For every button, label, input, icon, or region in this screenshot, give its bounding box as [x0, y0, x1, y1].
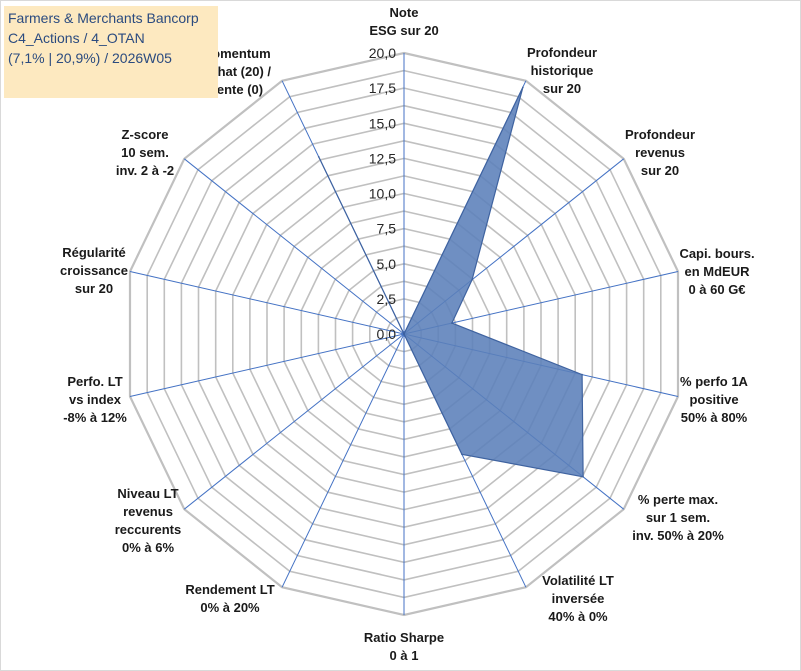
axis-label-10-line-1: Niveau LT — [117, 486, 178, 501]
data-point-4 — [451, 322, 453, 324]
axis-label-14-line-1: Momentum — [201, 46, 270, 61]
axis-label-10-line-3: reccurents — [115, 522, 181, 537]
axis-label-4: Capi. bours. en MdEUR 0 à 60 G€ — [679, 246, 754, 297]
axis-label-14-line-2: Achat (20) / — [201, 64, 271, 79]
axis-label-7-line-1: Volatilité LT — [542, 573, 614, 588]
data-point-6 — [582, 476, 584, 478]
axis-label-14-line-3: Vente (0) — [209, 82, 263, 97]
axis-label-12-line-1: Régularité — [62, 245, 126, 260]
axis-label-8-line-2: 0 à 1 — [390, 648, 419, 663]
axis-label-7-line-3: 40% à 0% — [548, 609, 608, 624]
axis-label-13-line-2: 10 sem. — [121, 145, 169, 160]
axis-label-8: Ratio Sharpe 0 à 1 — [364, 630, 444, 663]
spoke-13 — [183, 158, 405, 335]
axis-label-11-line-3: -8% à 12% — [63, 410, 127, 425]
axis-label-7-line-2: inversée — [552, 591, 605, 606]
axis-label-6-line-2: sur 1 sem. — [646, 510, 710, 525]
axis-label-3: Profondeur revenus sur 20 — [625, 127, 695, 178]
chart-title-stats: (7,1% | 20,9%) / 2026W05 — [8, 50, 172, 66]
spoke-9 — [281, 333, 405, 588]
tick-label-8: 20,0 — [369, 45, 396, 61]
axis-label-11-line-1: Perfo. LT — [67, 374, 122, 389]
axis-label-6: % perte max. sur 1 sem. inv. 50% à 20% — [632, 492, 724, 543]
chart-title-box: Farmers & Merchants Bancorp C4_Actions /… — [4, 6, 218, 98]
axis-label-9-line-2: 0% à 20% — [200, 600, 260, 615]
radar-series — [317, 86, 584, 478]
axis-label-2-line-1: Profondeur — [527, 45, 597, 60]
axis-label-3-line-1: Profondeur — [625, 127, 695, 142]
axis-label-13: Z-score 10 sem. inv. 2 à -2 — [116, 127, 174, 178]
tick-label-6: 15,0 — [369, 115, 396, 131]
radar-axis-labels: Note ESG sur 20 Profondeur historique sur 20… — [60, 5, 755, 663]
chart-title-category: C4_Actions / 4_OTAN — [8, 30, 145, 46]
tick-label-4: 10,0 — [369, 186, 396, 202]
tick-label-1: 2,5 — [377, 291, 397, 307]
data-point-13 — [403, 333, 405, 335]
axis-label-12-line-2: croissance — [60, 263, 128, 278]
tick-label-5: 12,5 — [369, 150, 396, 166]
axis-label-12: Régularité croissance sur 20 — [60, 245, 128, 296]
spoke-11 — [129, 333, 405, 397]
axis-label-6-line-3: inv. 50% à 20% — [632, 528, 724, 543]
data-point-7 — [461, 453, 463, 456]
axis-label-5-line-1: % perfo 1A — [680, 374, 749, 389]
axis-label-1-line-1: Note — [390, 5, 419, 20]
data-point-14 — [317, 156, 320, 158]
axis-label-1: Note ESG sur 20 — [369, 5, 438, 38]
tick-label-3: 7,5 — [377, 221, 397, 237]
axis-label-13-line-3: inv. 2 à -2 — [116, 163, 174, 178]
tick-label-2: 5,0 — [377, 256, 397, 272]
axis-label-3-line-2: revenus — [635, 145, 685, 160]
axis-label-4-line-3: 0 à 60 G€ — [688, 282, 745, 297]
axis-label-5-line-3: 50% à 80% — [681, 410, 748, 425]
axis-label-10: Niveau LT revenus reccurents 0% à 6% — [115, 486, 181, 555]
axis-label-3-line-3: sur 20 — [641, 163, 679, 178]
axis-label-2: Profondeur historique sur 20 — [527, 45, 597, 96]
radar-tick-labels: 0,0 2,5 5,0 7,5 10,0 12,5 15,0 17,5 20,0 — [369, 45, 396, 342]
axis-label-4-line-2: en MdEUR — [685, 264, 751, 279]
axis-label-12-line-3: sur 20 — [75, 281, 113, 296]
tick-label-0: 0,0 — [377, 326, 397, 342]
axis-label-2-line-3: sur 20 — [543, 81, 581, 96]
axis-label-9: Rendement LT 0% à 20% — [185, 582, 274, 615]
axis-label-4-line-1: Capi. bours. — [679, 246, 754, 261]
data-point-3 — [471, 278, 473, 281]
axis-label-6-line-1: % perte max. — [638, 492, 718, 507]
data-point-5 — [581, 373, 583, 376]
axis-label-1-line-2: ESG sur 20 — [369, 23, 438, 38]
axis-label-8-line-1: Ratio Sharpe — [364, 630, 444, 645]
axis-label-11: Perfo. LT vs index -8% à 12% — [63, 374, 127, 425]
axis-label-2-line-2: historique — [531, 63, 594, 78]
axis-label-11-line-2: vs index — [69, 392, 122, 407]
axis-label-14: Momentum Achat (20) / Vente (0) — [201, 46, 271, 97]
axis-label-9-line-1: Rendement LT — [185, 582, 274, 597]
axis-label-5: % perfo 1A positive 50% à 80% — [680, 374, 749, 425]
axis-label-7: Volatilité LT inversée 40% à 0% — [542, 573, 614, 624]
spoke-10 — [183, 333, 405, 510]
series-area — [318, 86, 584, 478]
axis-label-10-line-4: 0% à 6% — [122, 540, 174, 555]
spoke-12 — [129, 271, 405, 335]
axis-label-5-line-2: positive — [689, 392, 738, 407]
data-point-2 — [522, 86, 524, 88]
chart-title-company: Farmers & Merchants Bancorp — [8, 10, 199, 26]
tick-label-7: 17,5 — [369, 80, 396, 96]
axis-label-13-line-1: Z-score — [122, 127, 169, 142]
axis-label-10-line-2: revenus — [123, 504, 173, 519]
